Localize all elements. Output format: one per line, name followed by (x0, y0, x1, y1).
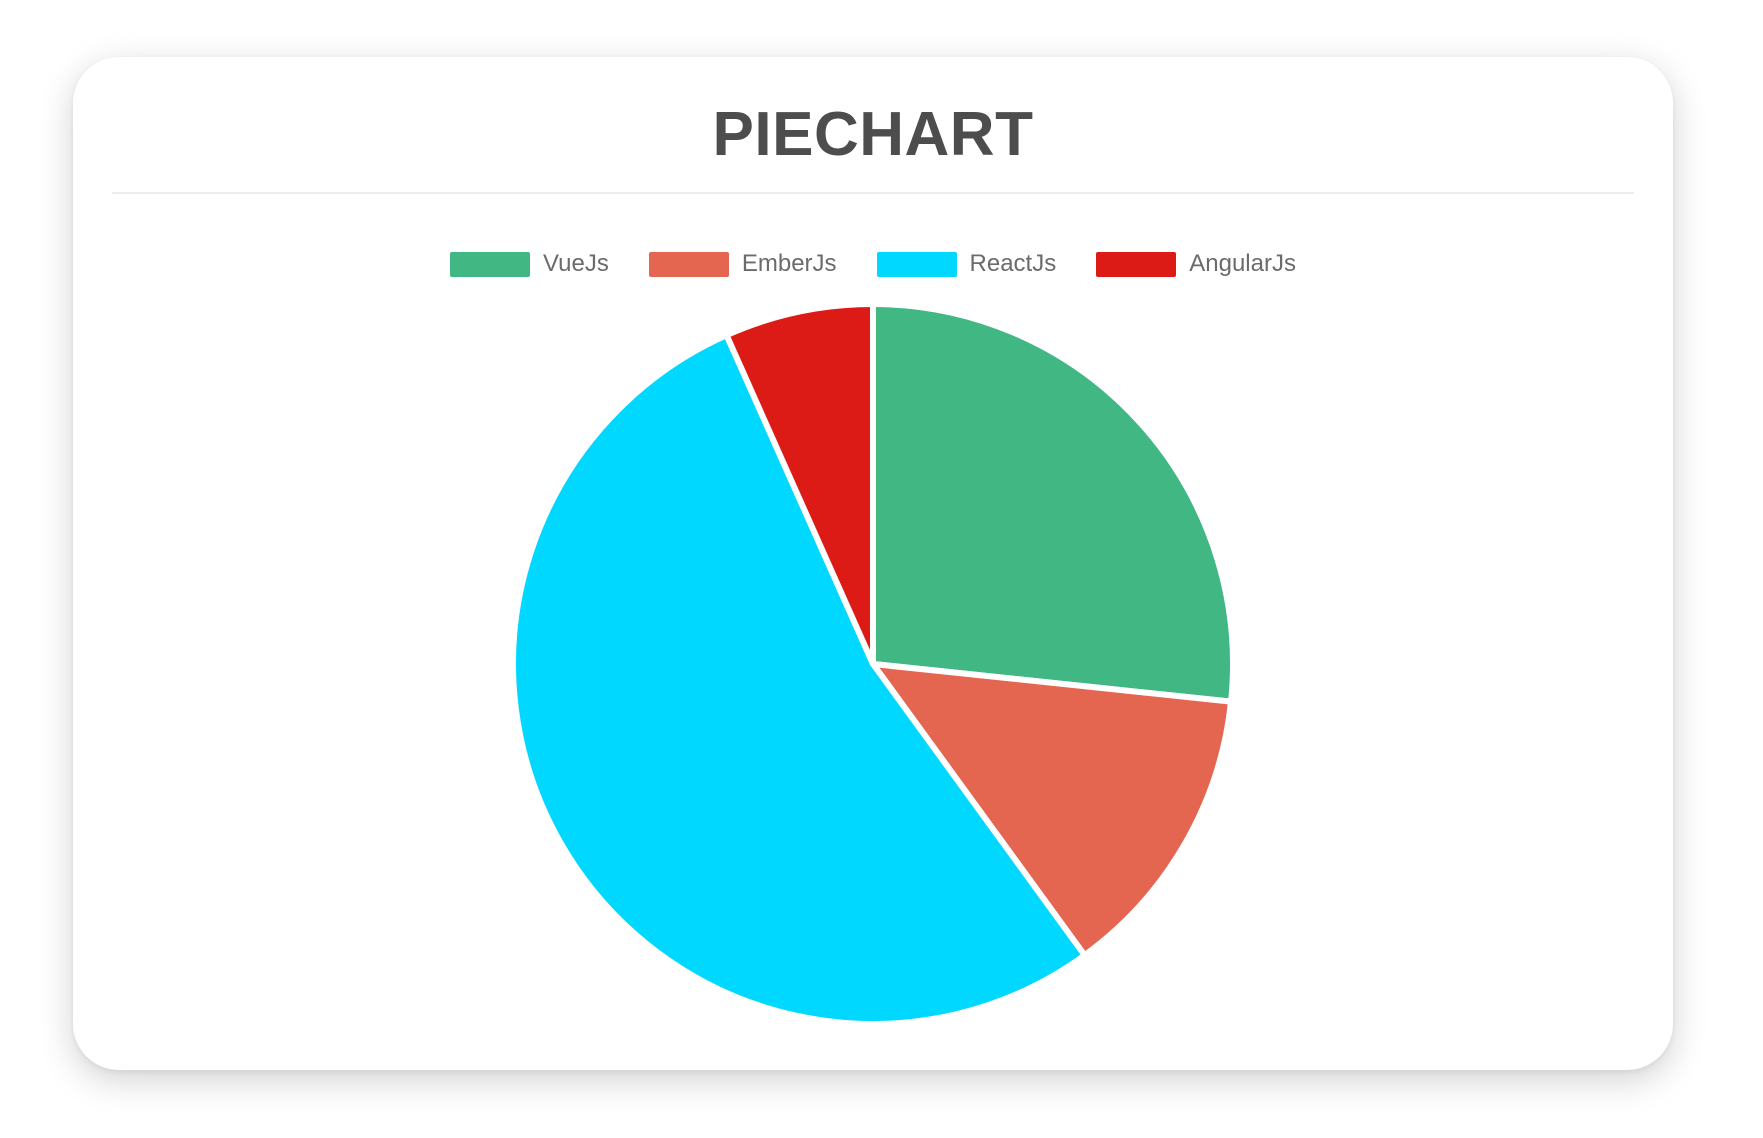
legend-item-reactjs[interactable]: ReactJs (876, 250, 1057, 278)
chart-legend: VueJs EmberJs ReactJs AngularJs (73, 250, 1673, 278)
legend-label: AngularJs (1189, 250, 1296, 278)
pie-slice-reactjs[interactable] (510, 332, 1088, 1028)
pie-slice-angularjs[interactable] (723, 301, 876, 668)
legend-swatch-angularjs (1096, 251, 1177, 277)
legend-item-vuejs[interactable]: VueJs (450, 250, 609, 278)
legend-label: VueJs (543, 250, 609, 278)
title-divider (112, 192, 1634, 195)
chart-card: PIECHART VueJs EmberJs ReactJs AngularJs (73, 57, 1673, 1070)
pie-chart-area (73, 294, 1673, 1034)
pie-chart (510, 301, 1236, 1028)
legend-swatch-reactjs (876, 251, 957, 277)
pie-slice-emberjs[interactable] (870, 661, 1235, 959)
pie-slice-vuejs[interactable] (870, 301, 1236, 705)
legend-label: EmberJs (741, 250, 837, 278)
legend-label: ReactJs (969, 250, 1057, 278)
legend-item-angularjs[interactable]: AngularJs (1096, 250, 1296, 278)
chart-title: PIECHART (712, 100, 1034, 169)
legend-swatch-vuejs (450, 251, 531, 277)
legend-item-emberjs[interactable]: EmberJs (648, 250, 837, 278)
legend-swatch-emberjs (648, 251, 729, 277)
